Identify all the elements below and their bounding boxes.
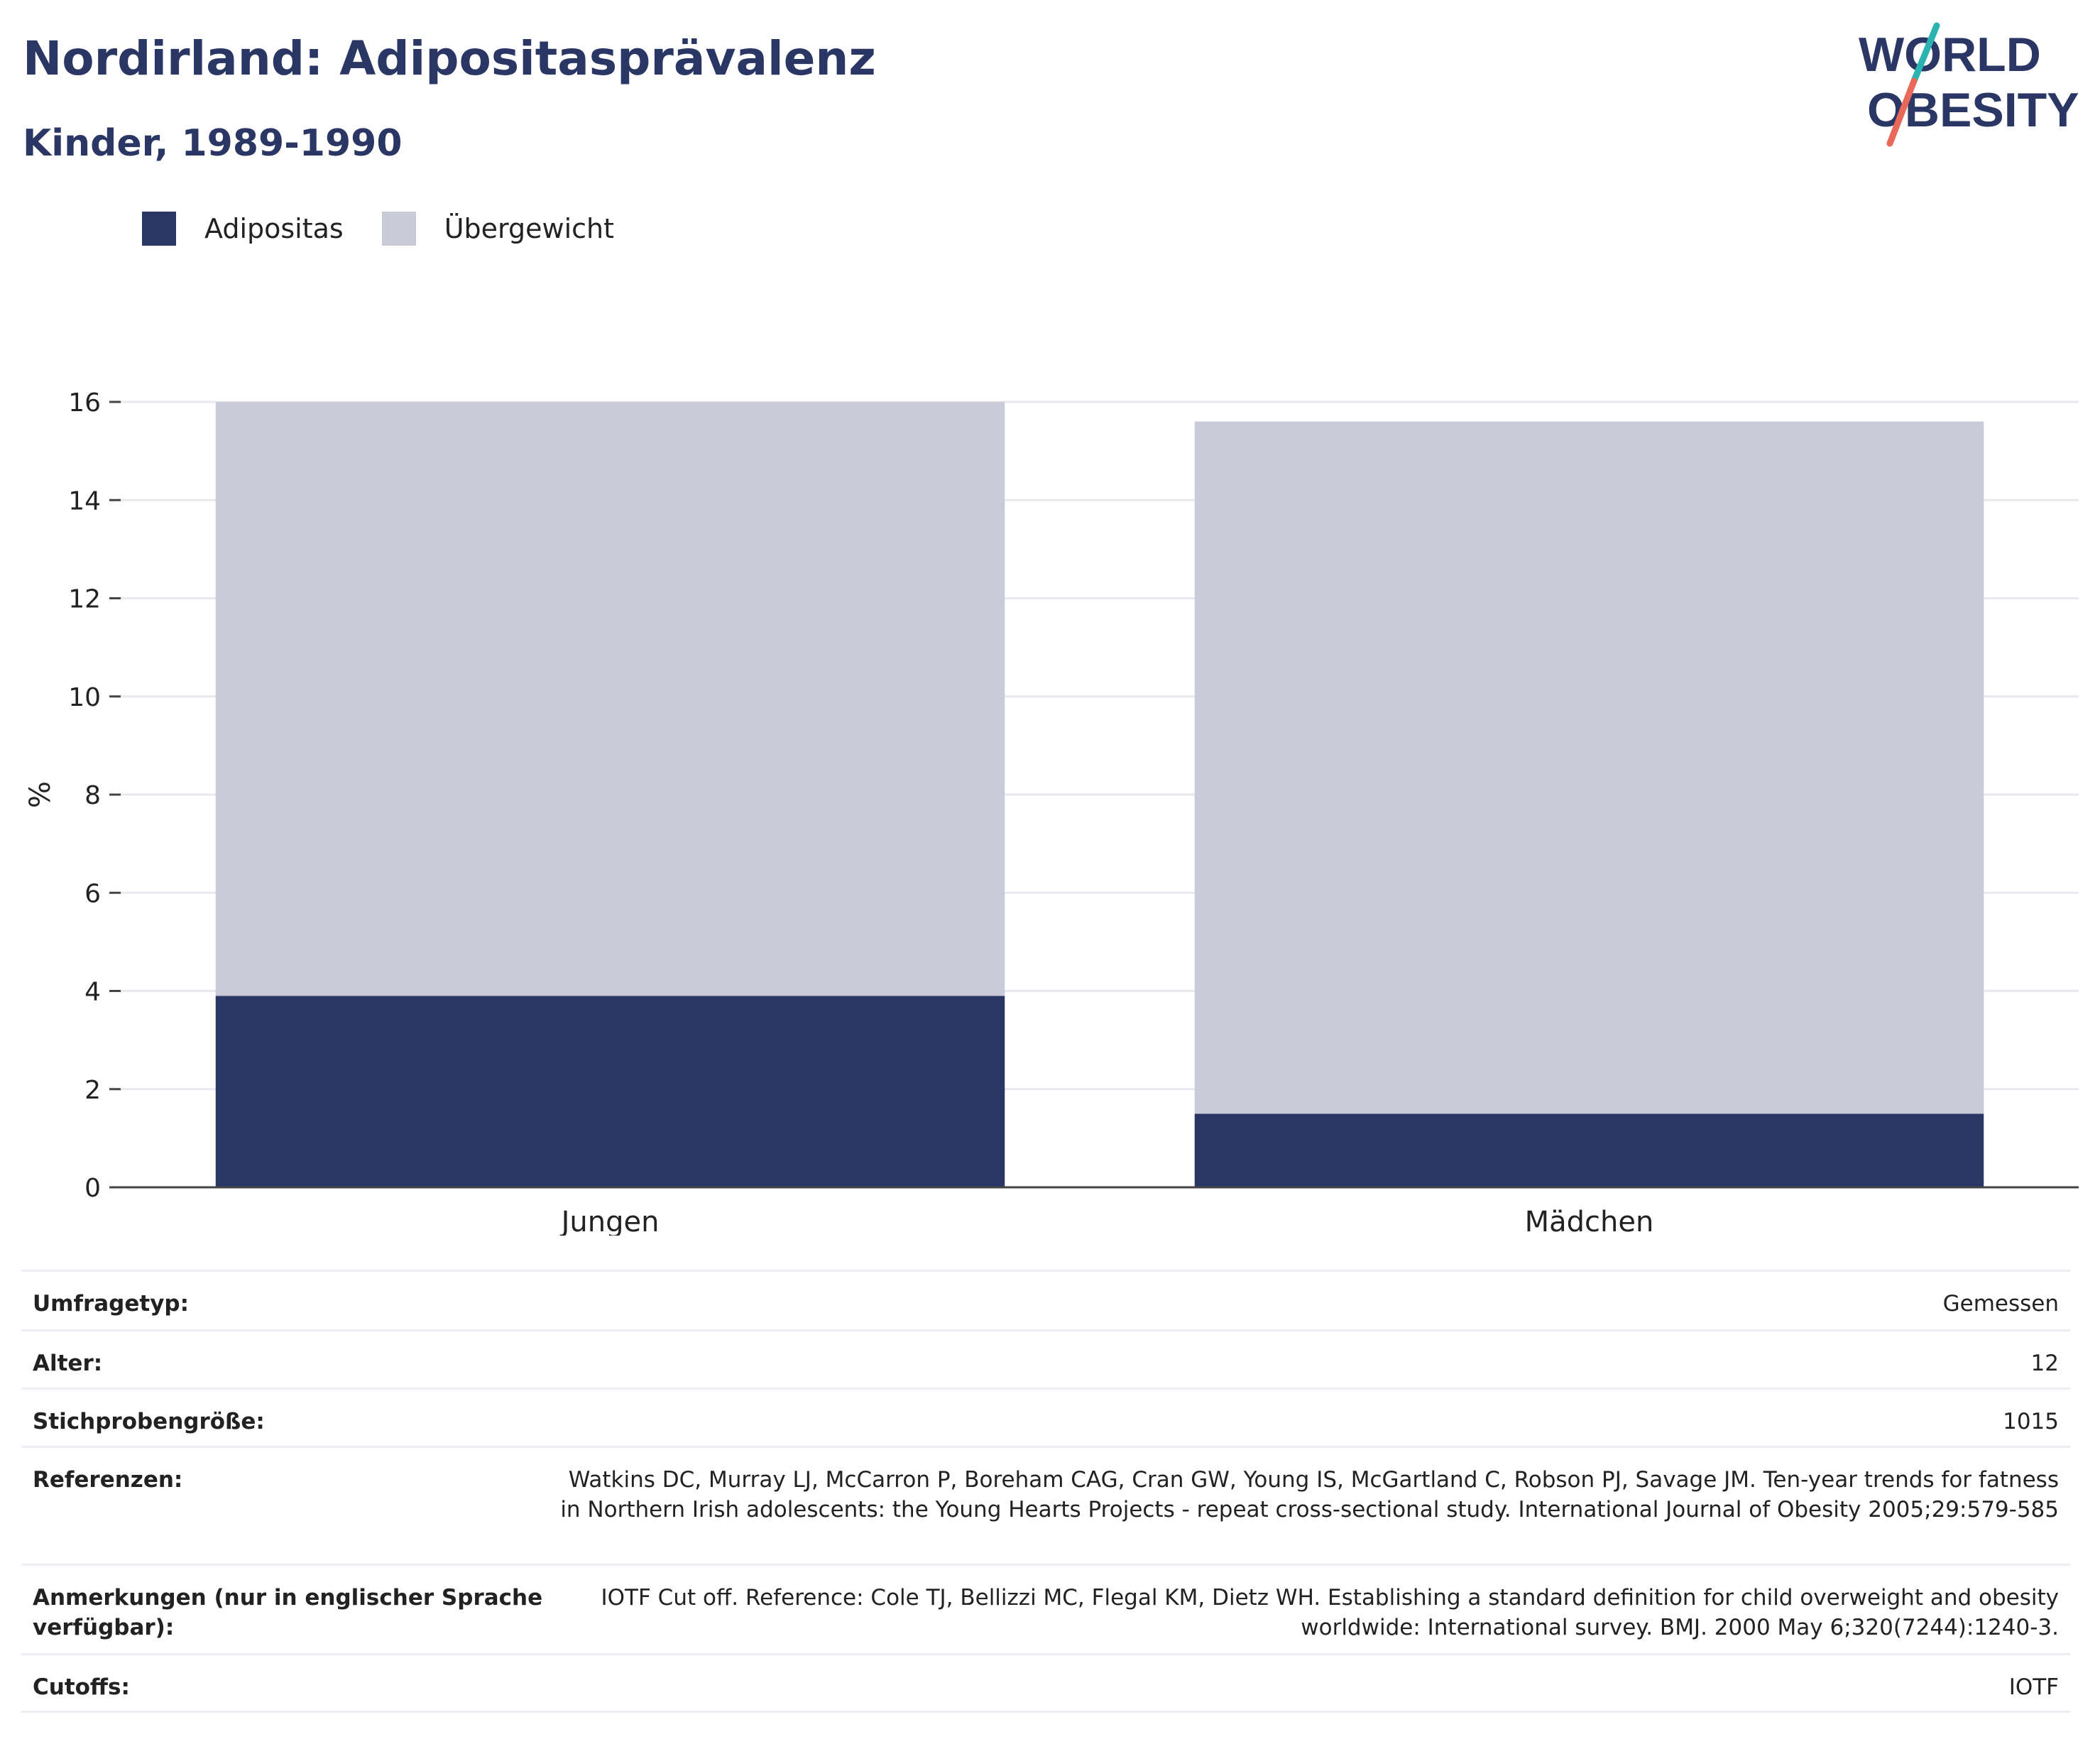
info-value: IOTF <box>2008 1674 2059 1700</box>
y-tick-label: 6 <box>84 879 101 908</box>
info-label: Umfragetyp: <box>33 1291 189 1317</box>
page-subtitle: Kinder, 1989-1990 <box>23 122 403 165</box>
logo-slash-teal <box>1910 22 1940 85</box>
legend-label-adipositas: Adipositas <box>204 213 344 244</box>
bar-uebergewicht-0 <box>215 402 1005 996</box>
info-label: Stichprobengröße: <box>33 1409 265 1434</box>
info-value: IOTF Cut off. Reference: Cole TJ, Belliz… <box>601 1585 2059 1640</box>
info-value: 1015 <box>2003 1409 2059 1434</box>
info-value: Gemessen <box>1942 1291 2059 1317</box>
legend-label-uebergewicht: Übergewicht <box>444 213 614 244</box>
legend-item-adipositas[interactable]: Adipositas <box>142 212 344 246</box>
bar-uebergewicht-1 <box>1194 421 1984 1114</box>
logo-slash-red <box>1886 77 1918 147</box>
y-tick-label: 2 <box>84 1076 101 1105</box>
bar-adipositas-0 <box>215 996 1005 1187</box>
info-value: Watkins DC, Murray LJ, McCarron P, Boreh… <box>560 1467 2059 1522</box>
info-value: 12 <box>2030 1351 2059 1376</box>
y-tick-label: 0 <box>84 1174 101 1203</box>
y-axis-label: % <box>24 781 57 808</box>
info-row: Anmerkungen (nur in englischer Sprache v… <box>21 1564 2070 1653</box>
page-title: Nordirland: Adipositasprävalenz <box>23 31 876 86</box>
x-tick-label: Mädchen <box>1525 1206 1654 1236</box>
legend-swatch-adipositas <box>142 212 176 246</box>
info-label: Cutoffs: <box>33 1674 130 1700</box>
chart-legend: Adipositas Übergewicht <box>142 212 652 246</box>
stacked-bar-chart: 0 2 4 6 8 10 12 14 16% Jungen Mädchen <box>24 388 2079 1236</box>
info-table: Umfragetyp: Gemessen Alter: 12 Stichprobengr… <box>21 1270 2070 1713</box>
info-row: Referenzen: Watkins DC, Murray LJ, McCarr… <box>21 1446 2070 1564</box>
y-tick-label: 10 <box>68 683 101 712</box>
info-label: Referenzen: <box>33 1467 183 1493</box>
y-tick-label: 14 <box>68 486 101 516</box>
info-row: Alter: 12 <box>21 1329 2070 1388</box>
info-row: Umfragetyp: Gemessen <box>21 1270 2070 1329</box>
info-label: Anmerkungen (nur in englischer Sprache v… <box>33 1585 543 1640</box>
legend-item-uebergewicht[interactable]: Übergewicht <box>381 212 614 246</box>
legend-swatch-uebergewicht <box>381 212 416 246</box>
x-tick-label: Jungen <box>559 1206 660 1236</box>
logo-line-2: OBESITY <box>1867 83 2079 137</box>
info-row: Cutoffs: IOTF <box>21 1653 2070 1713</box>
bar-adipositas-1 <box>1194 1113 1984 1187</box>
world-obesity-logo: WORLD OBESITY <box>1859 22 2079 147</box>
y-tick-label: 8 <box>84 781 101 810</box>
info-row: Stichprobengröße: 1015 <box>21 1388 2070 1446</box>
logo-line-1: WORLD <box>1859 28 2041 82</box>
y-tick-label: 12 <box>68 585 101 614</box>
y-tick-label: 4 <box>84 978 101 1007</box>
info-label: Alter: <box>33 1351 103 1376</box>
y-tick-label: 16 <box>68 388 101 418</box>
